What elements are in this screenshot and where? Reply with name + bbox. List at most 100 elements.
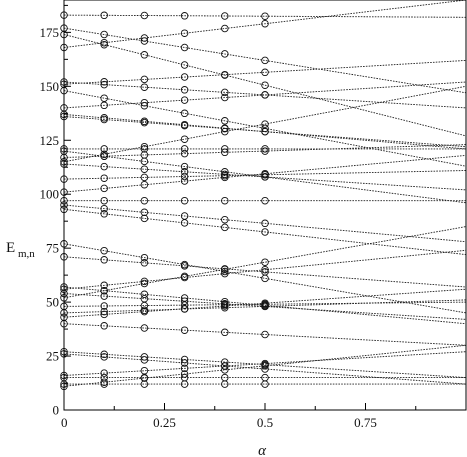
- data-point: [221, 362, 229, 370]
- y-axis-label: E: [6, 240, 15, 256]
- data-point: [180, 135, 189, 143]
- data-point: [261, 360, 269, 369]
- data-point: [221, 303, 229, 312]
- data-point: [221, 12, 229, 20]
- data-point: [100, 94, 108, 102]
- plot-area: [64, 0, 466, 410]
- data-point: [180, 273, 189, 282]
- data-point: [100, 286, 108, 295]
- data-point: [221, 168, 229, 176]
- data-point: [180, 149, 189, 158]
- y-tick-label: 50: [46, 295, 59, 310]
- data-point: [140, 324, 149, 332]
- data-point: [140, 294, 149, 303]
- data-point: [180, 168, 189, 176]
- data-point: [180, 86, 189, 94]
- y-tick-label: 150: [40, 79, 60, 94]
- data-point: [261, 12, 269, 20]
- data-point: [100, 373, 108, 382]
- data-point: [261, 145, 269, 153]
- x-tick-label: 0.25: [153, 415, 176, 430]
- axis-layer: 0 25 50 75 100 125 150 175 0 0.25 0.5 0.75: [40, 0, 467, 430]
- data-point: [180, 301, 189, 309]
- data-point: [221, 50, 229, 58]
- data-point: [140, 11, 149, 20]
- data-point: [261, 196, 269, 205]
- data-point: [261, 373, 269, 382]
- data-point: [100, 246, 108, 255]
- data-point: [140, 173, 149, 182]
- data-point: [261, 127, 269, 136]
- data-point: [221, 124, 229, 133]
- data-point: [140, 98, 149, 107]
- data-point: [100, 30, 108, 39]
- data-point: [261, 365, 269, 373]
- data-point: [140, 118, 149, 127]
- data-point: [261, 68, 269, 77]
- data-point: [100, 150, 108, 159]
- data-point: [180, 373, 189, 382]
- data-point: [180, 260, 189, 269]
- data-point: [180, 121, 189, 130]
- data-point: [140, 374, 149, 382]
- data-point: [140, 356, 149, 364]
- data-point: [140, 279, 149, 288]
- data-point: [140, 83, 149, 91]
- data-point: [180, 12, 189, 20]
- data-point: [221, 71, 229, 79]
- series-line-34: [63, 34, 467, 137]
- data-point: [221, 358, 229, 366]
- data-point: [180, 364, 189, 373]
- data-point: [100, 174, 108, 182]
- data-point: [261, 19, 269, 28]
- data-point: [100, 80, 108, 89]
- data-point: [221, 223, 229, 232]
- data-point: [261, 265, 269, 274]
- x-tick-label: 0: [61, 415, 68, 430]
- y-tick-label: 0: [53, 403, 60, 418]
- data-point: [221, 265, 229, 273]
- data-point: [100, 310, 108, 319]
- data-point: [221, 145, 229, 153]
- data-point: [140, 259, 149, 267]
- data-point: [261, 228, 269, 236]
- data-point: [140, 145, 149, 153]
- data-point: [180, 29, 189, 37]
- data-point: [100, 38, 108, 47]
- data-point: [180, 109, 189, 118]
- data-point: [100, 307, 108, 316]
- data-point: [100, 292, 108, 300]
- y-tick-label: 25: [46, 349, 59, 364]
- data-point: [180, 212, 189, 220]
- data-point: [261, 219, 269, 228]
- data-point: [180, 326, 189, 334]
- data-point: [140, 165, 149, 173]
- data-point: [100, 353, 108, 361]
- data-point: [140, 290, 149, 299]
- data-point: [100, 378, 108, 386]
- data-point: [221, 196, 229, 205]
- y-tick-label: 75: [46, 241, 59, 256]
- marker-layer: [60, 11, 269, 391]
- data-point: [180, 305, 189, 313]
- data-point: [100, 196, 108, 205]
- data-point: [180, 359, 189, 367]
- data-point: [100, 101, 108, 110]
- data-point: [140, 51, 149, 59]
- data-point: [140, 306, 149, 315]
- data-point: [140, 37, 149, 45]
- data-point: [180, 43, 189, 52]
- data-point: [221, 215, 229, 224]
- series-line-26: [63, 85, 467, 163]
- data-point: [180, 196, 189, 205]
- data-point: [221, 300, 229, 308]
- data-point: [221, 93, 229, 102]
- y-tick-label: 125: [40, 133, 60, 148]
- data-point: [100, 302, 108, 310]
- data-point: [221, 24, 229, 33]
- data-point: [140, 34, 149, 42]
- data-point: [100, 11, 108, 20]
- series-line-33: [63, 0, 467, 48]
- data-point: [140, 277, 149, 286]
- series-line-13: [63, 226, 467, 299]
